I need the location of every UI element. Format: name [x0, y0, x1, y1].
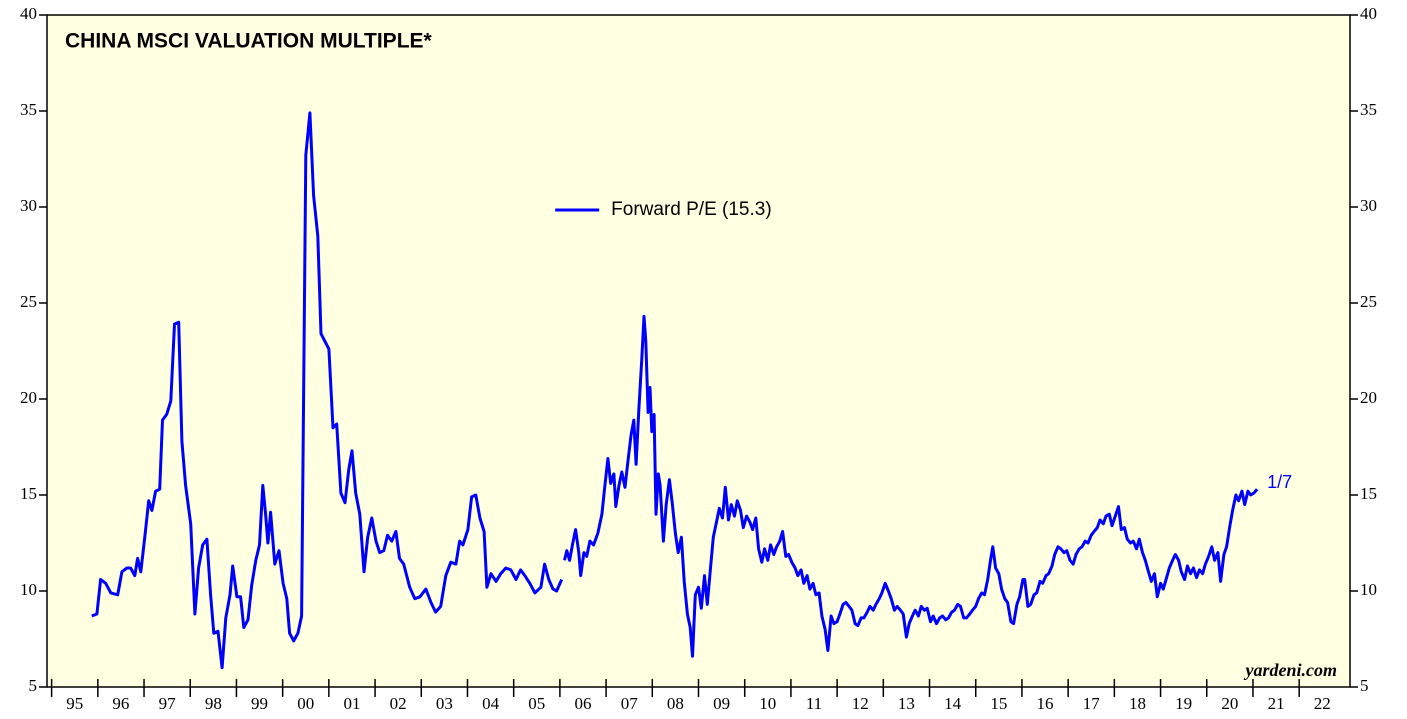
x-tick-label: 22: [1314, 694, 1331, 713]
annotation: 1/7: [1267, 472, 1292, 492]
x-tick-label: 02: [390, 694, 407, 713]
x-tick-label: 99: [251, 694, 268, 713]
y2-tick-label: 30: [1360, 196, 1377, 215]
y-tick-label: 15: [20, 484, 37, 503]
y2-tick-label: 10: [1360, 580, 1377, 599]
source: yardeni.com: [1244, 660, 1338, 680]
y2-tick-label: 5: [1360, 676, 1369, 695]
x-tick-label: 16: [1037, 694, 1054, 713]
x-tick-label: 08: [667, 694, 684, 713]
legend-label: Forward P/E (15.3): [611, 199, 772, 220]
x-tick-label: 17: [1083, 694, 1101, 713]
x-tick-label: 18: [1129, 694, 1146, 713]
x-tick-label: 10: [759, 694, 776, 713]
x-tick-label: 20: [1221, 694, 1238, 713]
x-tick-label: 12: [852, 694, 869, 713]
y-tick-label: 25: [20, 292, 37, 311]
chart-title: CHINA MSCI VALUATION MULTIPLE*: [65, 30, 433, 53]
y2-tick-label: 40: [1360, 4, 1377, 23]
x-tick-label: 03: [436, 694, 453, 713]
x-tick-label: 15: [990, 694, 1007, 713]
y-tick-label: 20: [20, 388, 37, 407]
x-tick-label: 11: [806, 694, 822, 713]
x-tick-label: 07: [621, 694, 639, 713]
plot-area: [46, 14, 1351, 688]
y2-tick-label: 25: [1360, 292, 1377, 311]
x-tick-label: 04: [482, 694, 500, 713]
x-tick-label: 95: [66, 694, 83, 713]
x-tick-label: 97: [159, 694, 177, 713]
y-tick-label: 40: [20, 4, 37, 23]
x-tick-label: 09: [713, 694, 730, 713]
x-tick-label: 96: [112, 694, 129, 713]
y-tick-label: 10: [20, 580, 37, 599]
y-tick-label: 30: [20, 196, 37, 215]
x-tick-label: 13: [898, 694, 915, 713]
line: [91, 111, 1259, 670]
x-tick-label: 00: [297, 694, 314, 713]
y2-tick-label: 15: [1360, 484, 1377, 503]
x-tick-label: 98: [205, 694, 222, 713]
y2-tick-label: 20: [1360, 388, 1377, 407]
x-tick-label: 05: [528, 694, 545, 713]
y-tick-label: 5: [29, 676, 38, 695]
x-tick-label: 21: [1268, 694, 1285, 713]
x-tick-label: 14: [944, 694, 962, 713]
x-tick-label: 06: [574, 694, 591, 713]
x-tick-label: 01: [343, 694, 360, 713]
y2-tick-label: 35: [1360, 100, 1377, 119]
x-tick-label: 19: [1175, 694, 1192, 713]
y-tick-label: 35: [20, 100, 37, 119]
